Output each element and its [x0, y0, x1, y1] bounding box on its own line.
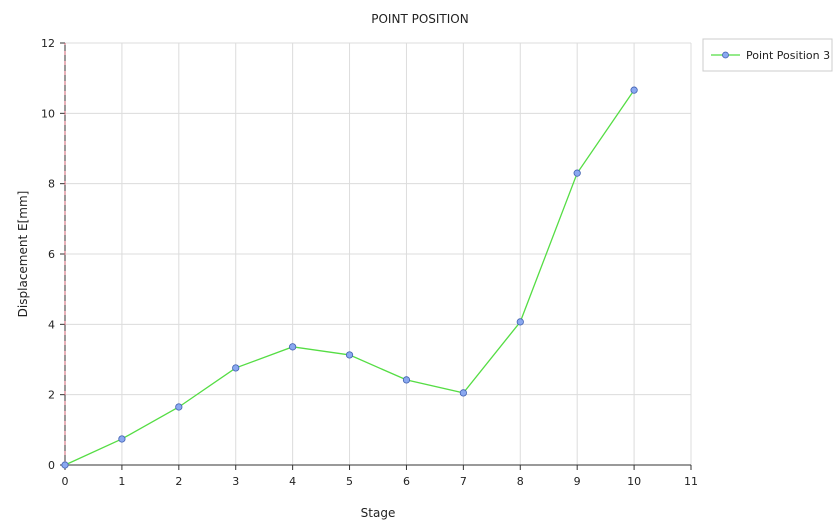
x-tick-label: 5 [346, 475, 353, 488]
x-tick-label: 3 [232, 475, 239, 488]
x-tick-label: 9 [574, 475, 581, 488]
data-point [175, 403, 183, 411]
data-point [402, 376, 411, 384]
x-tick-label: 6 [403, 475, 410, 488]
data-point [516, 318, 524, 326]
legend: Point Position 3 [702, 38, 833, 72]
data-point [345, 351, 354, 359]
legend-box [702, 38, 833, 72]
x-tick-label: 2 [175, 475, 182, 488]
data-point [118, 435, 126, 443]
y-tick-label: 4 [48, 318, 55, 331]
data-point [573, 169, 581, 177]
x-axis-label: Stage [361, 506, 396, 520]
y-tick-label: 12 [41, 37, 55, 50]
y-tick-label: 8 [48, 178, 55, 191]
x-tick-label: 8 [517, 475, 524, 488]
data-point [289, 343, 297, 351]
y-tick-label: 2 [48, 389, 55, 402]
y-tick-label: 0 [48, 459, 55, 472]
legend-label: Point Position 3 [746, 49, 830, 62]
data-point [459, 389, 467, 397]
x-tick-label: 10 [627, 475, 641, 488]
x-tick-label: 0 [62, 475, 69, 488]
data-point [232, 364, 240, 372]
data-point [630, 86, 638, 94]
data-point [61, 461, 69, 469]
x-tick-label: 1 [118, 475, 125, 488]
x-tick-label: 7 [460, 475, 467, 488]
y-axis-label: Displacement E[mm] [16, 191, 30, 318]
y-tick-label: 6 [48, 248, 55, 261]
y-tick-label: 10 [41, 107, 55, 120]
legend-marker [722, 51, 729, 59]
x-tick-label: 4 [289, 475, 296, 488]
x-tick-label: 11 [684, 475, 698, 488]
chart-title: POINT POSITION [371, 12, 468, 26]
